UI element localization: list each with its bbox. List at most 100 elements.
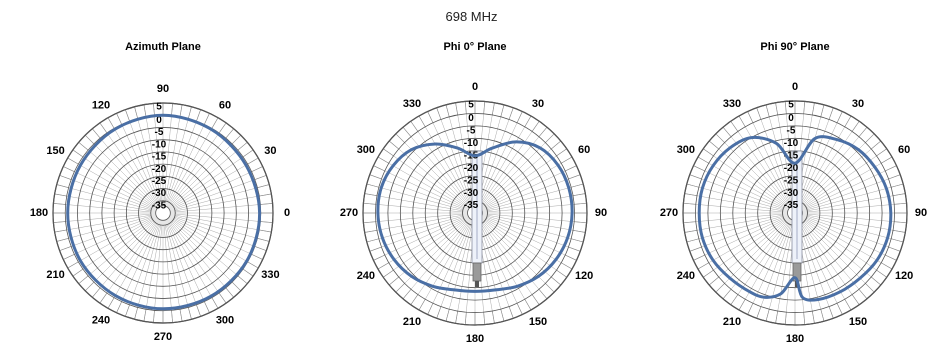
- polar-chart-1: Azimuth Plane50-5-10-15-20-25-30-3590603…: [30, 41, 290, 343]
- angle-label: 330: [723, 98, 741, 110]
- tick-mark: [363, 202, 376, 205]
- spoke-line: [166, 217, 234, 298]
- tick-mark: [684, 229, 698, 233]
- radial-tick-label: -35: [152, 200, 167, 211]
- spoke-line: [53, 203, 158, 213]
- tick-mark: [572, 193, 586, 197]
- tick-mark: [689, 246, 702, 252]
- tick-mark: [67, 157, 79, 165]
- spoke-line: [683, 213, 790, 224]
- spoke-line: [410, 217, 472, 305]
- spoke-line: [165, 217, 227, 304]
- plot-title: Phi 0° Plane: [443, 41, 506, 53]
- radial-tick-label: -10: [464, 138, 479, 149]
- spoke-line: [85, 135, 160, 210]
- tick-mark: [188, 106, 192, 119]
- tick-mark: [259, 229, 272, 233]
- spoke-line: [116, 217, 161, 313]
- grid-ring: [695, 113, 895, 313]
- spoke-line: [168, 175, 267, 212]
- radial-tick-label: -25: [464, 175, 479, 186]
- spoke-line: [164, 109, 201, 208]
- spoke-line: [797, 217, 852, 311]
- spoke-line: [67, 157, 159, 211]
- tick-mark: [143, 104, 147, 117]
- spoke-line: [445, 218, 474, 322]
- spoke-line: [476, 218, 514, 319]
- tick-mark: [572, 229, 586, 233]
- tick-mark: [551, 276, 561, 286]
- spoke-line: [730, 121, 792, 209]
- tick-mark: [436, 306, 442, 319]
- angle-label: 60: [578, 144, 590, 156]
- tick-mark: [464, 312, 467, 325]
- spoke-line: [796, 218, 834, 319]
- angle-label: 210: [723, 316, 741, 328]
- spoke-line: [167, 215, 259, 269]
- spoke-line: [116, 113, 161, 209]
- spoke-line: [143, 218, 163, 322]
- tick-mark: [747, 303, 754, 315]
- spoke-line: [479, 216, 561, 286]
- tick-mark: [561, 156, 573, 164]
- tick-mark: [204, 301, 210, 313]
- tick-mark: [574, 202, 587, 205]
- tick-mark: [59, 246, 72, 251]
- tick-mark: [545, 133, 555, 143]
- tick-mark: [410, 294, 419, 305]
- tick-mark: [63, 166, 75, 172]
- tick-mark: [366, 183, 379, 188]
- radial-tick-label: -25: [152, 176, 167, 187]
- tick-mark: [92, 128, 101, 139]
- tick-mark: [565, 165, 577, 172]
- tick-mark: [134, 307, 138, 320]
- tick-mark: [247, 157, 259, 165]
- tick-mark: [686, 238, 699, 243]
- tick-mark: [491, 310, 495, 324]
- radial-tick-label: 5: [156, 102, 162, 113]
- tick-mark: [237, 142, 248, 151]
- tick-mark: [538, 289, 548, 299]
- tick-mark: [686, 183, 699, 188]
- spoke-line: [402, 217, 472, 299]
- grid-ring: [138, 188, 188, 238]
- tick-mark: [377, 156, 389, 164]
- grid-ring: [719, 137, 871, 289]
- spoke-line: [799, 156, 893, 211]
- spoke-line: [63, 215, 159, 260]
- spoke-line: [800, 214, 904, 243]
- grid-ring: [101, 151, 225, 275]
- tick-mark: [125, 109, 130, 122]
- tick-mark: [483, 312, 486, 325]
- spoke-line: [410, 121, 472, 209]
- tick-mark: [524, 115, 532, 127]
- tick-mark: [107, 117, 115, 129]
- tick-mark: [865, 133, 875, 143]
- angle-label: 330: [403, 98, 421, 110]
- tick-mark: [259, 193, 272, 197]
- tick-mark: [188, 307, 192, 320]
- radial-tick-label: -10: [152, 139, 167, 150]
- spoke-line: [364, 193, 470, 213]
- grid-ring: [52, 102, 274, 324]
- tick-mark: [747, 111, 754, 123]
- spoke-line: [366, 183, 470, 212]
- tick-mark: [389, 140, 399, 150]
- tick-mark: [811, 102, 815, 116]
- spoke-line: [684, 213, 790, 233]
- spoke-line: [478, 133, 555, 210]
- tick-mark: [844, 299, 852, 311]
- spoke-line: [480, 213, 586, 233]
- spoke-line: [686, 214, 790, 243]
- spoke-line: [164, 106, 192, 208]
- spoke-line: [683, 202, 790, 213]
- tick-mark: [231, 281, 241, 291]
- spoke-line: [775, 218, 795, 324]
- tick-mark: [257, 184, 270, 188]
- tick-mark: [851, 294, 860, 305]
- spoke-line: [56, 214, 158, 242]
- tick-mark: [369, 174, 382, 180]
- tick-mark: [683, 221, 696, 224]
- spoke-line: [163, 103, 173, 208]
- spoke-line: [747, 217, 793, 315]
